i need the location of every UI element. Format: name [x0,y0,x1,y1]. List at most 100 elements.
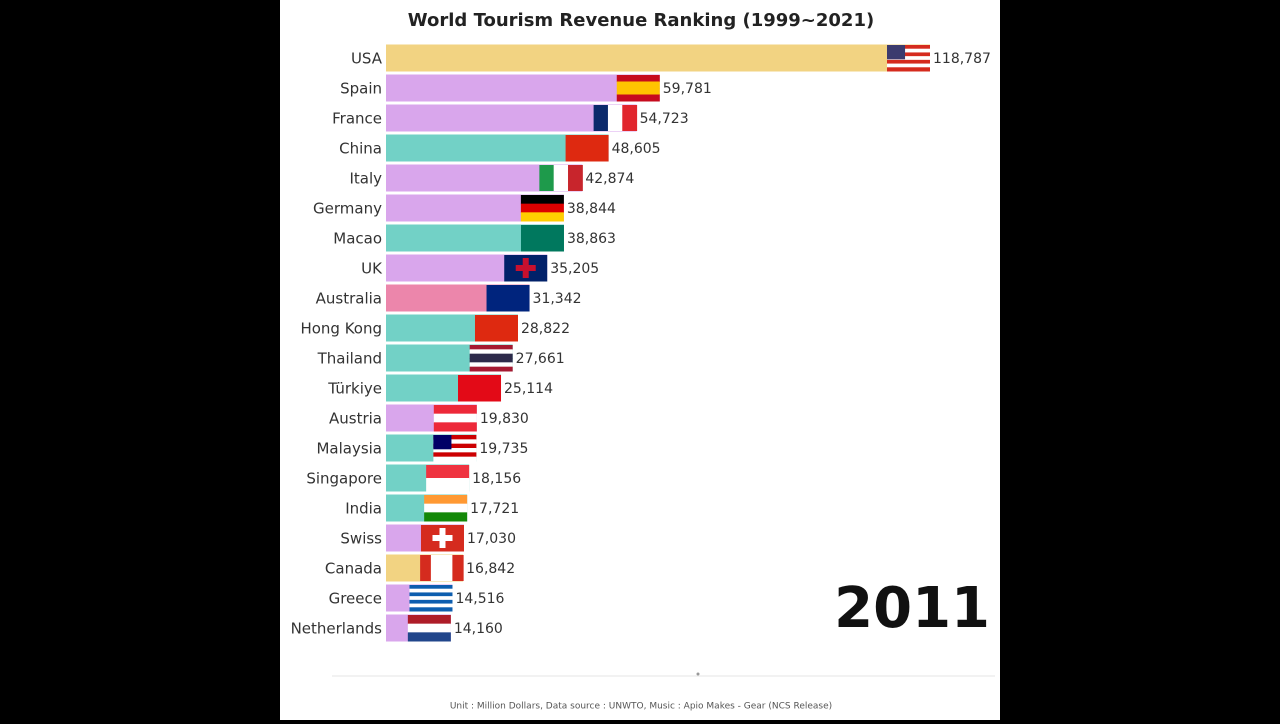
y-tick-label: Australia [316,290,382,308]
flag-stripe [426,465,470,479]
value-label: 59,781 [663,81,712,97]
flag [565,135,609,162]
flag-stripe [593,105,609,131]
flag-stripe [433,413,477,423]
flag-stripe [539,165,555,191]
year-label: 2011 [834,576,990,641]
flag-stripe [424,503,468,513]
value-label: 17,030 [467,531,516,547]
flag [424,495,468,522]
flag-stripe [887,59,930,65]
value-label: 18,156 [472,471,521,487]
chart-title: World Tourism Revenue Ranking (1999~2021… [408,10,874,31]
flag-stripe [441,555,453,581]
y-tick-label: Greece [329,590,382,608]
flag-canton [887,45,906,60]
y-tick-label: Singapore [306,470,382,488]
flag-stripe [409,596,453,601]
y-tick-label: France [332,110,382,128]
y-tick-label: Hong Kong [300,320,382,338]
flag-stripe [520,203,564,213]
flag [420,525,464,552]
flag-stripe [469,345,513,350]
bar [386,44,930,72]
value-label: 14,160 [454,621,503,637]
y-tick-label: Germany [313,200,382,218]
flag-stripe [469,349,513,355]
flag-stripe [433,452,477,458]
flag-stripe [430,555,443,581]
flag-stripe [433,448,477,453]
flag-stripe [469,362,513,368]
y-tick-label: UK [361,260,383,278]
flag [486,285,530,312]
y-tick-label: Italy [349,170,382,188]
flag-stripe [486,285,530,312]
value-label: 17,721 [470,501,519,517]
y-tick-label: India [345,500,382,518]
value-label: 27,661 [516,351,565,367]
flag-stripe [887,45,930,50]
flag [426,465,470,492]
flag-stripe [426,478,470,492]
flag-stripe [433,422,477,432]
value-label: 42,874 [585,171,634,187]
flag-stripe [409,585,453,590]
value-label: 25,114 [504,381,553,397]
flag [520,195,564,222]
flag [458,375,502,402]
flag-stripe [433,456,477,462]
y-tick-label: Türkiye [327,380,382,398]
value-label: 28,822 [521,321,570,337]
y-tick-label: Thailand [317,350,382,368]
flag-stripe [433,435,477,440]
value-label: 16,842 [466,561,515,577]
flag-stripe [520,225,564,252]
value-label: 35,205 [550,261,599,277]
flag [593,105,638,131]
footnote: Unit : Million Dollars, Data source : UN… [450,702,832,712]
flag [474,315,518,342]
value-label: 38,863 [567,231,616,247]
flag-stripe [452,555,464,581]
flag-cross [432,535,453,541]
flag-stripe [520,212,564,222]
flag-stripe [409,588,453,593]
flag [469,345,513,372]
value-label: 31,342 [533,291,582,307]
value-label: 14,516 [455,591,504,607]
flag [433,435,477,462]
flag-stripe [409,599,453,605]
flag-stripe [887,56,930,61]
flag-stripe [565,135,609,162]
flag-stripe [407,623,451,633]
flag-stripe [568,165,583,191]
flag-stripe [469,353,513,359]
y-tick-label: Canada [325,560,382,578]
flag-stripe [433,439,477,445]
flag-stripe [433,443,477,449]
y-tick-label: Swiss [340,530,382,548]
value-label: 118,787 [933,51,991,67]
flag-stripe [616,81,660,89]
flag-stripe [458,375,502,402]
flag-stripe [424,495,468,505]
y-tick-label: USA [351,50,383,68]
flag-stripe [409,603,453,608]
flag-stripe [616,75,660,82]
flag-stripe [407,615,451,625]
flag [433,405,477,432]
flag [407,615,451,642]
flag [520,225,564,252]
flag-stripe [424,512,468,522]
flag-canton [433,435,452,450]
y-tick-label: Spain [340,80,382,98]
flag-stripe [887,67,930,72]
bar [386,74,660,102]
y-tick-label: China [339,140,382,158]
flag-stripe [433,405,477,415]
timeline-marker [696,672,700,676]
y-tick-label: Malaysia [316,440,382,458]
